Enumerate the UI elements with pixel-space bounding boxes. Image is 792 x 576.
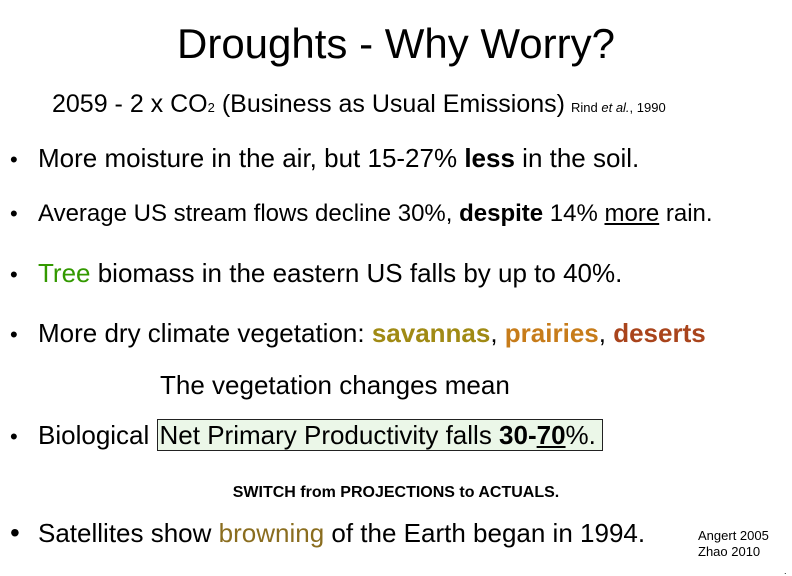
b5-box-c: %. <box>566 420 596 450</box>
bullet-stream-flows: • Average US stream flows decline 30%, de… <box>10 197 713 231</box>
slide-title: Droughts - Why Worry? <box>0 18 792 70</box>
corner-mark: . <box>784 566 787 576</box>
bullet-dot: • <box>10 258 38 292</box>
bullet-dry-vegetation: • More dry climate vegetation: savannas, … <box>10 316 706 352</box>
bullet-dot: • <box>10 318 38 352</box>
bullet-dot: • <box>10 420 38 454</box>
b5-box-a: Net Primary Productivity falls <box>160 420 500 450</box>
b4-text-a: More dry climate vegetation: <box>38 318 372 348</box>
b2-bold: despite <box>459 200 543 227</box>
citation-year: , 1990 <box>630 100 666 115</box>
b6-text-a: Satellites show <box>38 518 219 548</box>
b5-box-b2: 70 <box>537 420 566 450</box>
b1-text-a: More moisture in the air, but 15-27% <box>38 143 464 173</box>
vegetation-changes-line: The vegetation changes mean <box>160 368 510 402</box>
b6-browning: browning <box>219 518 325 548</box>
subtitle: 2059 - 2 x CO2 (Business as Usual Emissi… <box>52 88 666 124</box>
subtitle-prefix: 2059 - 2 x CO <box>52 90 208 118</box>
b5-box-b1: 30- <box>499 420 537 450</box>
b4-savannas: savannas <box>372 318 491 348</box>
npp-highlight-box: Net Primary Productivity falls 30-70%. <box>157 419 603 451</box>
b6-text-b: of the Earth began in 1994. <box>324 518 645 548</box>
b3-text: biomass in the eastern US falls by up to… <box>91 258 623 288</box>
b4-comma-1: , <box>490 318 504 348</box>
bullet-moisture: • More moisture in the air, but 15-27% le… <box>10 141 639 177</box>
bullet-dot: • <box>10 197 38 231</box>
b1-bold: less <box>464 143 515 173</box>
citation-etal: et al. <box>601 100 629 115</box>
b4-prairies: prairies <box>505 318 599 348</box>
b1-text-b: in the soil. <box>515 143 639 173</box>
b2-text-b: 14% <box>543 200 604 227</box>
bullet-tree-biomass: • Tree biomass in the eastern US falls by… <box>10 256 622 292</box>
bullet-npp: • Biological Net Primary Productivity fal… <box>10 418 603 454</box>
bullet-dot: • <box>10 516 38 550</box>
citation-satellites: Angert 2005 Zhao 2010 <box>698 528 788 560</box>
b4-comma-2: , <box>599 318 613 348</box>
citation-zhao: Zhao 2010 <box>698 544 788 560</box>
b2-text-c: rain. <box>659 200 712 227</box>
subtitle-rest: (Business as Usual Emissions) <box>215 90 565 118</box>
bullet-dot: • <box>10 143 38 177</box>
b5-text-a: Biological <box>38 420 157 450</box>
b3-tree: Tree <box>38 258 91 288</box>
citation-angert: Angert 2005 <box>698 528 788 544</box>
b2-underline: more <box>605 200 660 227</box>
b2-text-a: Average US stream flows decline 30%, <box>38 200 459 227</box>
b4-deserts: deserts <box>613 318 706 348</box>
subtitle-citation: Rind et al., 1990 <box>571 100 666 115</box>
bullet-satellites: • Satellites show browning of the Earth b… <box>10 516 645 550</box>
subtitle-subscript: 2 <box>208 100 215 115</box>
citation-author: Rind <box>571 100 601 115</box>
switch-heading: SWITCH from PROJECTIONS to ACTUALS. <box>0 482 792 504</box>
